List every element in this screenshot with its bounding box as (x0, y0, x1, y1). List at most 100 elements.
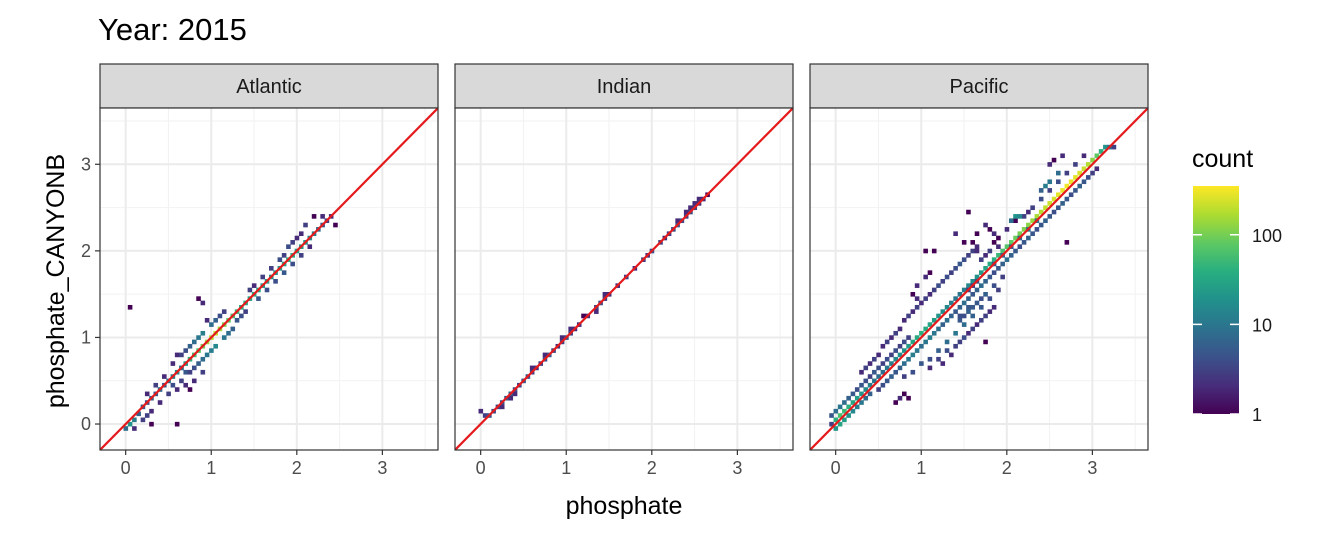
bin-cell (996, 235, 1001, 241)
bin-cell (1034, 214, 1040, 219)
bin-cell (953, 296, 958, 301)
panel-border (809, 107, 1149, 451)
bin-cell (529, 365, 535, 371)
bin-cell (906, 335, 911, 340)
bin-cell (153, 382, 159, 388)
bin-cell (889, 335, 894, 340)
bin-cell (290, 240, 295, 245)
bin-cell (311, 214, 317, 219)
bin-cell (1030, 218, 1035, 224)
bin-cell (174, 387, 180, 392)
bin-cell (876, 365, 881, 371)
bin-cell (850, 408, 856, 414)
bin-cell (298, 231, 304, 237)
bin-cell (196, 296, 201, 301)
bin-cell (953, 266, 958, 271)
bin-cell (221, 335, 227, 340)
bin-cell (914, 283, 920, 288)
bin-cell (127, 304, 133, 310)
bin-cell (889, 352, 894, 358)
bin-cell (884, 365, 890, 371)
bin-cell (854, 404, 860, 410)
bin-cell (157, 400, 163, 405)
bin-cell (936, 283, 941, 288)
bin-cell (144, 413, 150, 418)
bin-cell (1043, 218, 1048, 224)
one-to-one-line (810, 108, 1148, 450)
bin-cell (987, 309, 993, 314)
bin-cell (966, 309, 971, 314)
bin-cell (1038, 222, 1044, 228)
bin-cell (1034, 227, 1040, 232)
bin-cell (187, 343, 193, 349)
bin-cell (1013, 214, 1018, 219)
bin-cell (957, 339, 963, 345)
bin-cell (953, 330, 958, 336)
bin-cell (692, 201, 698, 206)
bin-cell (983, 313, 988, 319)
bin-cell (966, 253, 971, 258)
panels: Atlantic Indian Pacific (99, 63, 1149, 451)
bin-cell (919, 330, 924, 336)
bin-cell (1077, 183, 1082, 189)
bin-cell (893, 369, 899, 375)
legend-ticks: 1 10 100 (1193, 226, 1282, 425)
bin-cell (290, 261, 295, 267)
bin-cell (1051, 196, 1057, 202)
bin-cell (901, 374, 907, 379)
bin-cell (901, 361, 907, 366)
bin-cell (906, 343, 911, 349)
bin-cell (1064, 170, 1070, 176)
bin-cell (298, 253, 304, 258)
bin-cell (957, 291, 963, 297)
bin-cell (889, 361, 894, 366)
bin-cell (867, 391, 873, 397)
bin-cell (927, 291, 933, 297)
bin-cell (906, 395, 911, 401)
bin-cell (191, 339, 197, 345)
bin-cell (132, 426, 137, 431)
bin-cell (897, 352, 903, 358)
bin-cell (910, 339, 916, 345)
bin-cell (979, 283, 984, 288)
bin-cell (970, 291, 976, 297)
bin-cell (940, 279, 946, 284)
bin-cell (179, 352, 184, 358)
bin-cell (833, 417, 839, 423)
bin-cell (132, 417, 137, 423)
bin-cell (696, 196, 702, 202)
bin-cell (991, 270, 997, 275)
bin-cell (1017, 231, 1023, 237)
bin-cell (944, 304, 950, 310)
bin-cell (833, 426, 839, 431)
bin-cell (320, 214, 325, 219)
bin-cell (953, 343, 958, 349)
bin-cell (1090, 157, 1095, 163)
bin-cell (602, 291, 608, 297)
bin-cell (846, 404, 851, 410)
bin-cell (1051, 157, 1057, 163)
bin-cell (162, 374, 167, 379)
bin-cell (957, 304, 963, 310)
bin-cell (842, 400, 847, 405)
bin-cell (927, 365, 933, 371)
x-tick-label: 3 (377, 458, 387, 478)
bin-cell (1000, 274, 1005, 280)
bin-cell (872, 369, 877, 375)
bin-cell (957, 261, 963, 267)
bin-cell (936, 348, 941, 353)
bin-cell (854, 387, 860, 392)
bin-cell (970, 248, 976, 254)
x-axes: 0 1 2 3 0 1 2 3 0 1 2 3 (121, 450, 1097, 478)
bin-cell (923, 274, 928, 280)
bin-cell (970, 279, 976, 284)
bin-cell (1047, 162, 1053, 167)
bin-cell (1081, 179, 1087, 185)
bin-cell (979, 304, 984, 310)
bin-cell (149, 408, 154, 414)
bin-cell (226, 330, 231, 336)
bin-cell (247, 287, 253, 293)
bin-cell (1073, 175, 1078, 180)
facet-strip (809, 63, 1149, 109)
bin-cell (983, 266, 988, 271)
